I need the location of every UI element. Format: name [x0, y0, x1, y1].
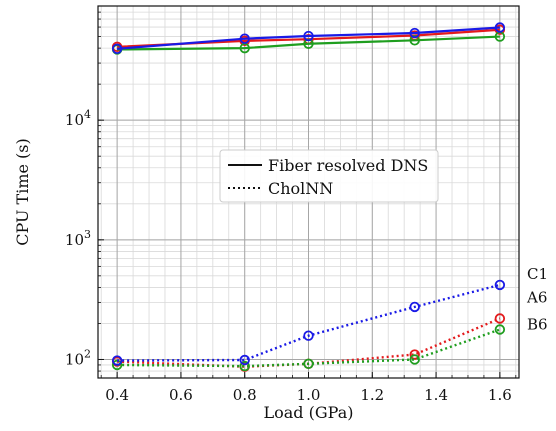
- series-line-b6-dotted: [117, 328, 501, 368]
- end-label-c1: C1: [527, 265, 548, 283]
- data-point-b6-dotted: [409, 354, 420, 365]
- data-point-c1-solid: [409, 27, 420, 39]
- y-tick-label: 104: [65, 108, 91, 129]
- series-line-c1-solid: [117, 26, 500, 50]
- y-tick-label: 102: [65, 347, 91, 368]
- end-label-a6: A6: [526, 288, 547, 306]
- data-point-c1-dotted: [494, 279, 506, 291]
- data-point-b6-dotted: [303, 358, 314, 369]
- series-line-c1-dotted: [117, 283, 501, 362]
- data-point-b6-solid: [409, 35, 420, 46]
- series-layer: [111, 22, 506, 372]
- x-tick-label: 1.0: [297, 386, 321, 404]
- data-point-c1-dotted: [111, 355, 123, 366]
- legend-box: [219, 149, 439, 203]
- x-tick-label: 0.4: [105, 386, 129, 404]
- series-line-b6-solid: [117, 35, 500, 51]
- legend: Fiber resolved DNS CholNN: [219, 149, 439, 203]
- data-point-b6-dotted: [494, 324, 506, 335]
- data-point-c1-solid: [239, 33, 250, 44]
- y-axis-label: CPU Time (s): [13, 138, 32, 246]
- data-point-a6-dotted: [409, 349, 420, 360]
- data-point-c1-dotted: [409, 301, 420, 313]
- legend-label-dns: Fiber resolved DNS: [268, 156, 428, 175]
- legend-label-cholnn: CholNN: [268, 179, 333, 198]
- y-axis-ticks: 102 103 104: [65, 5, 104, 379]
- data-point-b6-dotted: [239, 360, 250, 372]
- x-axis-ticks: 0.4 0.6 0.8 1.0 1.2 1.4 1.6: [100, 372, 517, 404]
- x-tick-label: 0.6: [169, 386, 193, 404]
- data-point-c1-solid: [111, 43, 123, 54]
- data-point-c1-solid: [494, 22, 506, 33]
- series-end-labels: C1 A6 B6: [526, 265, 548, 334]
- x-tick-label: 0.8: [233, 386, 257, 404]
- end-label-b6: B6: [527, 316, 548, 334]
- x-tick-label: 1.2: [360, 386, 384, 404]
- x-tick-label: 1.4: [424, 386, 448, 404]
- data-point-c1-dotted: [239, 354, 250, 366]
- data-point-a6-dotted: [494, 313, 506, 324]
- x-axis-label: Load (GPa): [264, 403, 354, 422]
- x-tick-label: 1.6: [488, 386, 512, 404]
- data-point-c1-dotted: [303, 330, 314, 341]
- data-point-b6-dotted: [111, 359, 123, 371]
- data-point-c1-solid: [303, 30, 314, 42]
- y-tick-label: 103: [65, 228, 91, 249]
